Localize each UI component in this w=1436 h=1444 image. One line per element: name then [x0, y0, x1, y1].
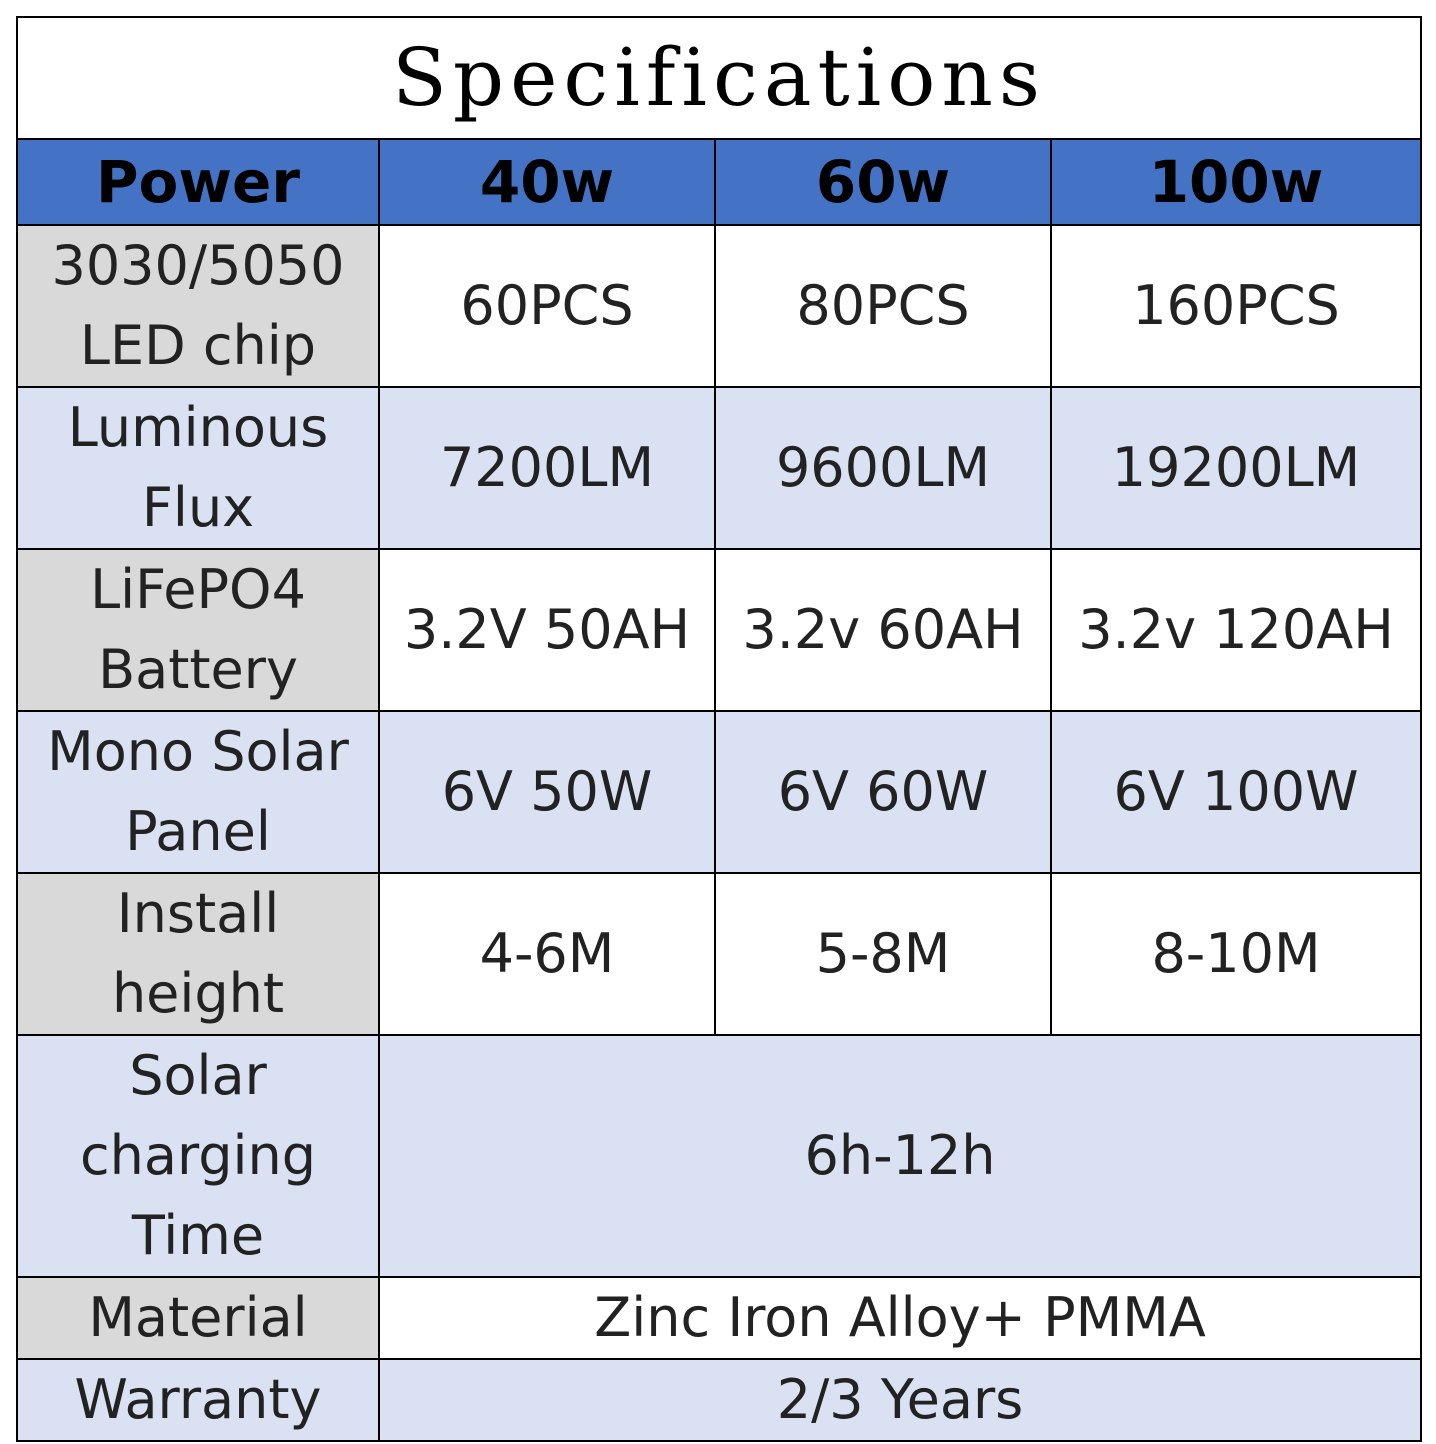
row-value: 3.2v 60AH	[714, 548, 1052, 712]
spec-row: LiFePO4 Battery 3.2V 50AH 3.2v 60AH 3.2v 12…	[16, 548, 1423, 712]
row-value: 6V 100W	[1049, 710, 1423, 874]
row-value: 19200LM	[1049, 386, 1423, 550]
header-cell: 100w	[1049, 138, 1423, 226]
row-value: 4-6M	[378, 872, 716, 1036]
spec-row: Warranty 2/3 Years	[16, 1358, 1423, 1442]
row-value: 2/3 Years	[377, 1358, 1423, 1442]
spec-row: Luminous Flux 7200LM 9600LM 19200LM	[16, 386, 1423, 550]
row-value: 5-8M	[714, 872, 1052, 1036]
spec-row: Install height 4-6M 5-8M 8-10M	[16, 872, 1423, 1036]
row-label: 3030/5050 LED chip	[16, 224, 380, 388]
row-value: 9600LM	[714, 386, 1052, 550]
title: Specifications	[15, 16, 1423, 140]
row-label: Luminous Flux	[16, 386, 380, 550]
spec-row: Material Zinc Iron Alloy+ PMMA	[16, 1276, 1423, 1360]
row-value: Zinc Iron Alloy+ PMMA	[377, 1276, 1423, 1360]
row-label: Warranty	[16, 1358, 380, 1442]
row-value: 7200LM	[378, 386, 716, 550]
row-value: 6V 50W	[378, 710, 716, 874]
spec-row: Solar charging Time 6h-12h	[16, 1034, 1423, 1278]
row-label: LiFePO4 Battery	[16, 548, 380, 712]
row-label: Install height	[16, 872, 380, 1036]
title-row: Specifications	[15, 16, 1423, 140]
header-cell: 40w	[378, 138, 716, 226]
spec-row: 3030/5050 LED chip 60PCS 80PCS 160PCS	[16, 224, 1423, 388]
row-value: 6h-12h	[377, 1034, 1423, 1278]
row-value: 3.2V 50AH	[378, 548, 716, 712]
row-value: 80PCS	[714, 224, 1052, 388]
row-value: 8-10M	[1049, 872, 1423, 1036]
row-value: 3.2v 120AH	[1049, 548, 1423, 712]
header-row: Power 40w 60w 100w	[16, 138, 1423, 226]
spec-table: Specifications Power 40w 60w 100w 3030/5050 …	[15, 16, 1423, 1442]
row-value: 160PCS	[1049, 224, 1423, 388]
header-cell: Power	[16, 138, 380, 226]
header-cell: 60w	[714, 138, 1052, 226]
row-value: 6V 60W	[714, 710, 1052, 874]
row-label: Material	[16, 1276, 380, 1360]
row-label: Solar charging Time	[16, 1034, 380, 1278]
spec-row: Mono Solar Panel 6V 50W 6V 60W 6V 100W	[16, 710, 1423, 874]
row-label: Mono Solar Panel	[16, 710, 380, 874]
row-value: 60PCS	[378, 224, 716, 388]
